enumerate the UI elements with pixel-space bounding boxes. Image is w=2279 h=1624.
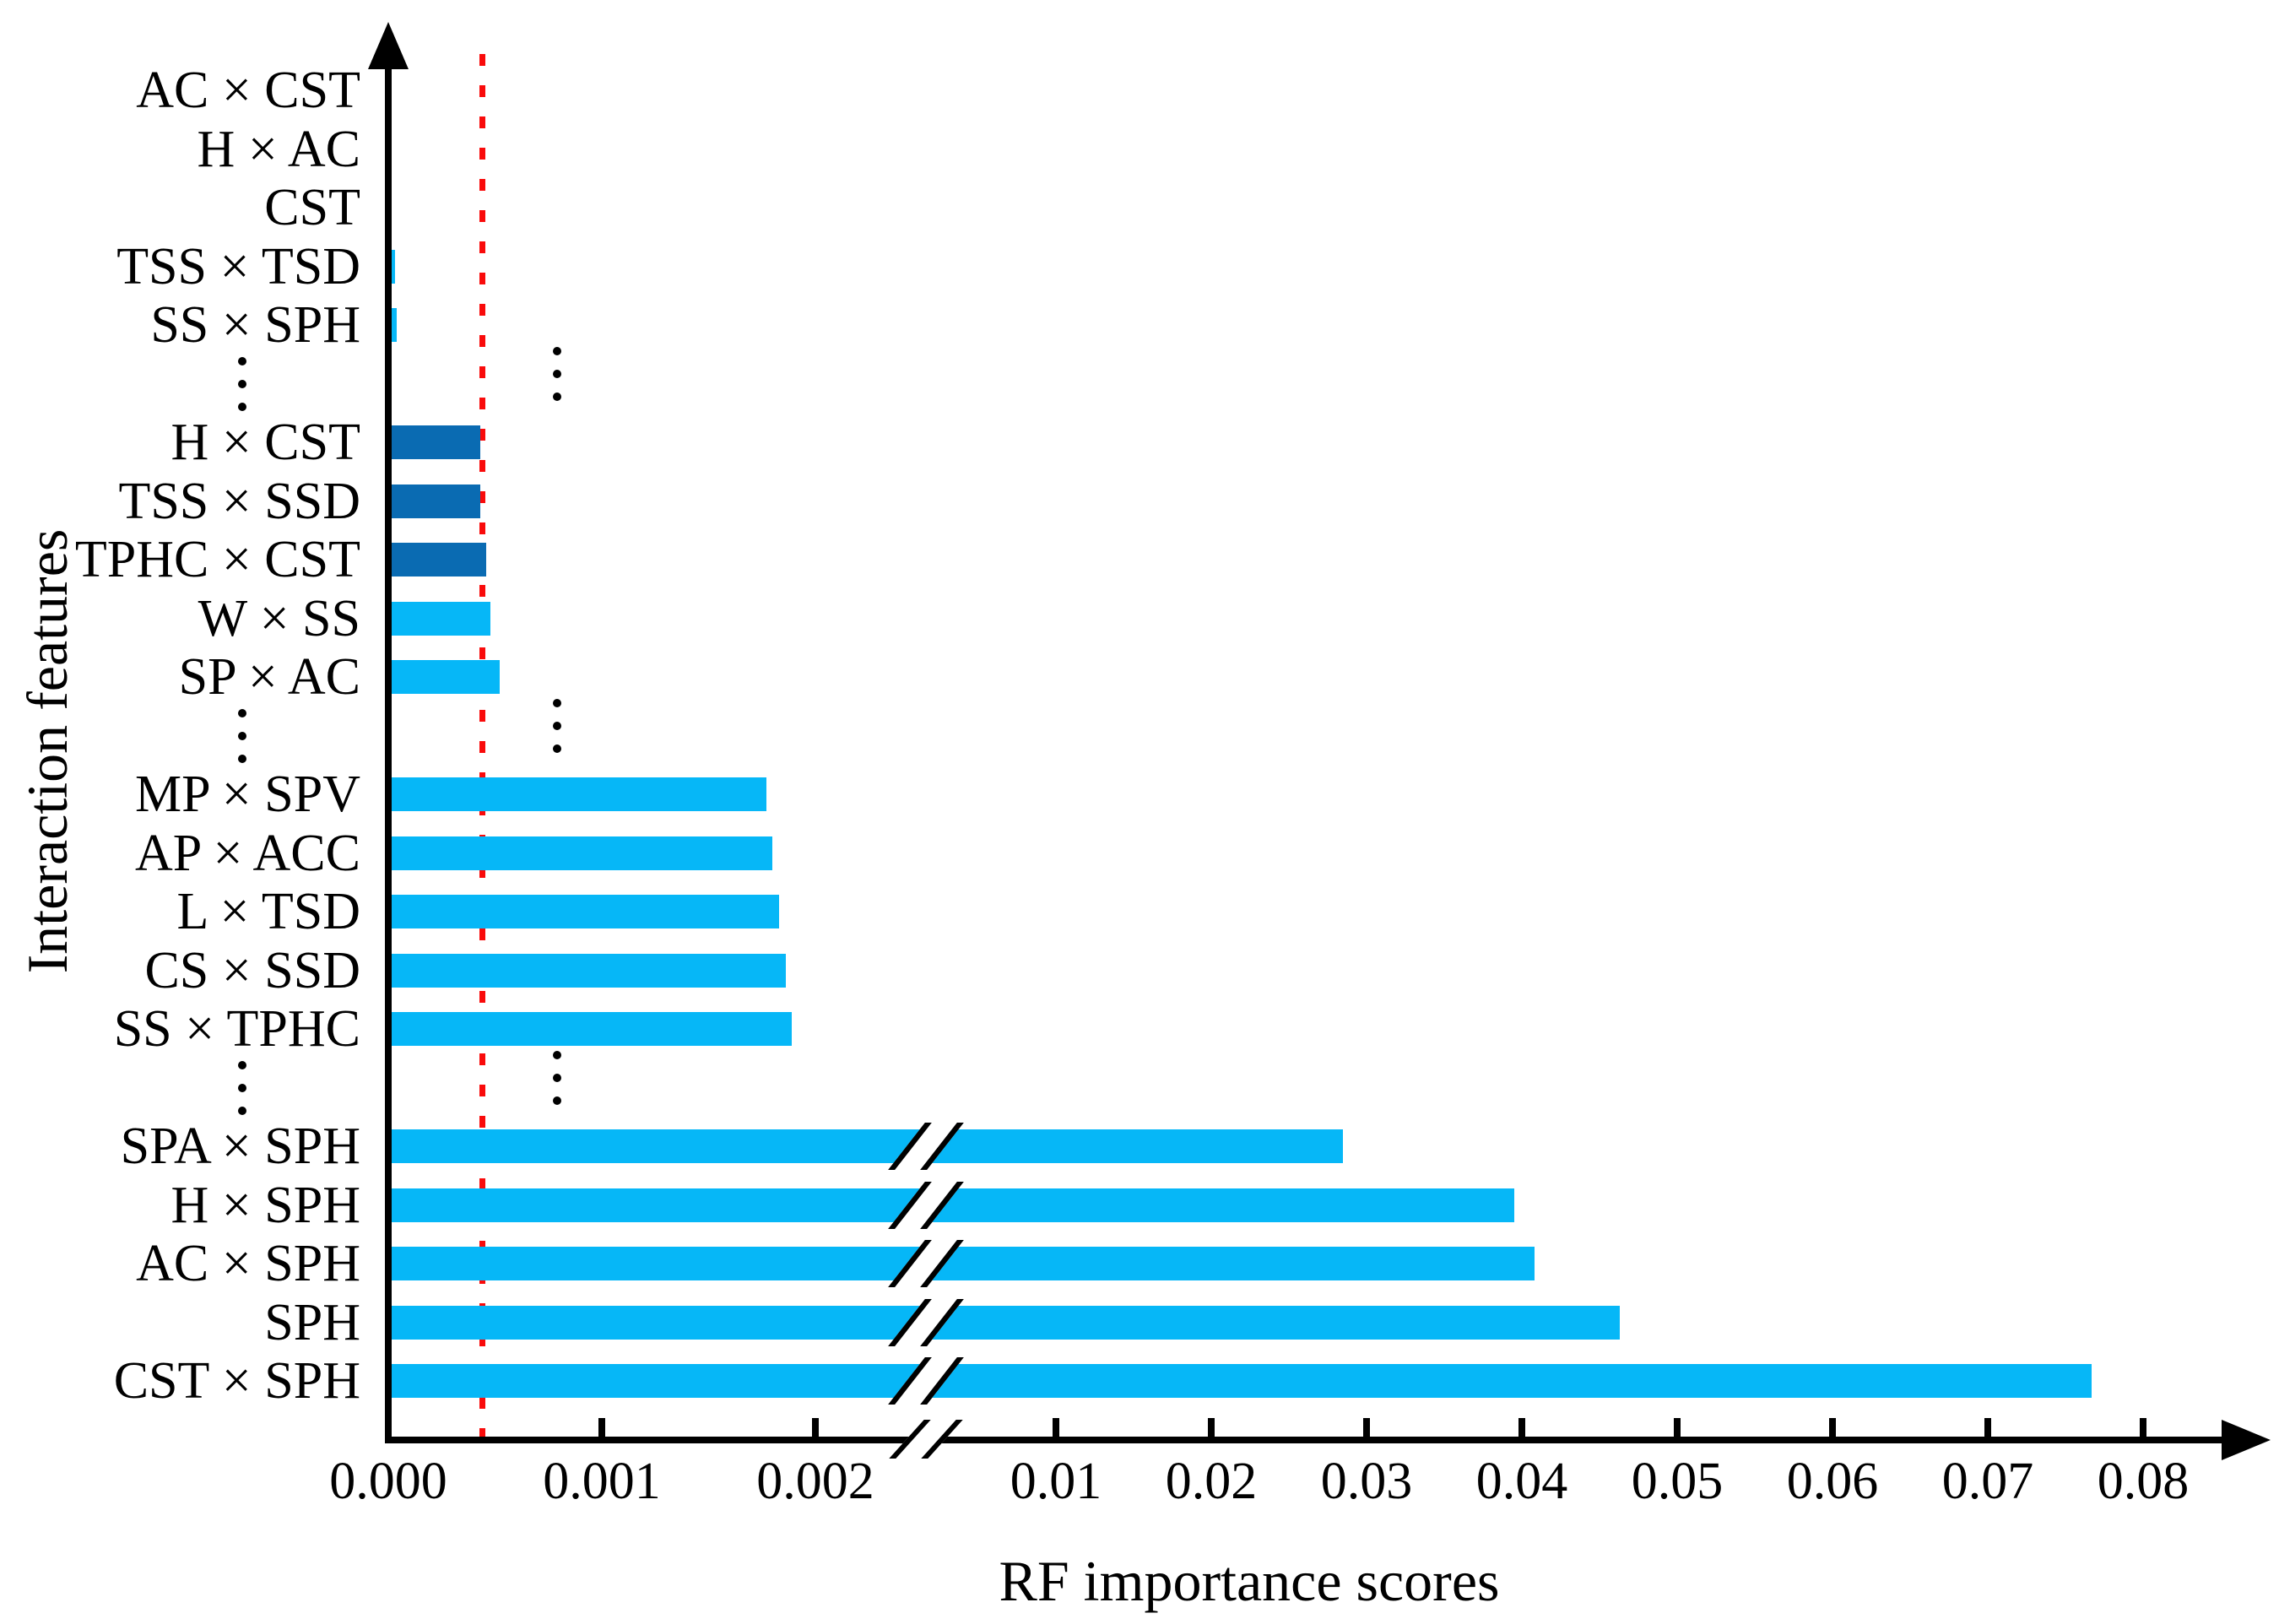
ellipsis-dot <box>553 1050 561 1059</box>
x-tick-label: 0.03 <box>1320 1453 1413 1510</box>
bar <box>392 1305 1620 1340</box>
bar <box>392 308 398 342</box>
bar <box>392 1247 1535 1280</box>
ellipsis-dot <box>238 1060 246 1069</box>
x-tick-mark <box>2140 1418 2146 1437</box>
ellipsis-dot <box>238 754 246 763</box>
ellipsis-dot <box>238 1083 246 1092</box>
y-axis-arrowhead-icon <box>368 22 409 69</box>
x-tick-label: 0.001 <box>543 1453 661 1510</box>
ellipsis-dot <box>238 356 246 365</box>
x-tick-mark <box>1363 1418 1370 1437</box>
x-tick-mark <box>1829 1418 1836 1437</box>
ellipsis-dot <box>238 708 246 717</box>
row-label: L × TSD <box>176 883 360 940</box>
row-label: SPH <box>264 1293 360 1351</box>
threshold-dotted-line <box>479 54 485 1437</box>
x-tick-mark <box>1053 1418 1059 1437</box>
row-label: CST <box>264 179 360 236</box>
ellipsis-dot <box>553 369 561 378</box>
x-tick-label: 0.08 <box>2097 1453 2190 1510</box>
bar <box>392 777 766 811</box>
ellipsis-dot <box>238 1106 246 1115</box>
row-label: H × SPH <box>171 1176 360 1234</box>
ellipsis-dot <box>553 698 561 707</box>
ellipsis-dot <box>553 744 561 753</box>
y-axis-line <box>385 49 392 1440</box>
row-label: CST × SPH <box>113 1352 360 1410</box>
row-label: SPA × SPH <box>120 1118 360 1175</box>
x-tick-mark <box>1674 1418 1681 1437</box>
bar <box>392 660 500 694</box>
x-tick-mark <box>598 1418 605 1437</box>
ellipsis-dot <box>238 379 246 388</box>
row-label: H × CST <box>171 414 360 471</box>
row-label: MP × SPV <box>134 766 360 823</box>
row-label: SP × AC <box>178 648 360 706</box>
bar <box>392 1129 1344 1163</box>
bar <box>392 601 491 636</box>
ellipsis-dot <box>553 1073 561 1082</box>
row-label: SS × SPH <box>150 296 360 354</box>
row-label: AC × CST <box>136 62 360 119</box>
row-label: TSS × SSD <box>118 472 360 530</box>
x-tick-label: 0.07 <box>1941 1453 2034 1510</box>
x-axis-arrowhead-icon <box>2222 1420 2271 1460</box>
ellipsis-dot <box>238 731 246 740</box>
x-tick-label: 0.05 <box>1631 1453 1724 1510</box>
x-tick-label: 0.04 <box>1475 1453 1568 1510</box>
bar <box>392 1012 793 1046</box>
row-label: CS × SSD <box>144 941 360 999</box>
bar <box>392 1364 2092 1398</box>
y-axis-title: Interaction features <box>15 528 79 974</box>
bar <box>392 543 487 577</box>
x-tick-mark <box>812 1418 819 1437</box>
bar <box>392 425 480 459</box>
x-tick-mark <box>1984 1418 1991 1437</box>
row-label: H × AC <box>197 120 360 178</box>
row-label: W × SS <box>198 589 360 647</box>
row-label: AC × SPH <box>136 1235 360 1292</box>
row-label: TPHC × CST <box>74 531 360 588</box>
x-tick-mark <box>1208 1418 1215 1437</box>
x-tick-label: 0.01 <box>1010 1453 1102 1510</box>
x-tick-label: 0.002 <box>756 1453 874 1510</box>
x-axis-line <box>385 1437 2230 1443</box>
bar <box>392 249 395 284</box>
x-tick-mark <box>1518 1418 1525 1437</box>
x-tick-label: 0.000 <box>329 1453 447 1510</box>
bar <box>392 895 779 928</box>
x-tick-label: 0.02 <box>1165 1453 1258 1510</box>
ellipsis-dot <box>553 392 561 401</box>
row-label: AP × ACC <box>135 824 360 882</box>
bar <box>392 484 480 518</box>
ellipsis-dot <box>238 402 246 411</box>
bar <box>392 953 786 988</box>
bar <box>392 836 773 870</box>
ellipsis-dot <box>553 346 561 355</box>
row-label: SS × TPHC <box>113 1000 360 1058</box>
ellipsis-dot <box>553 721 561 730</box>
row-label: TSS × TSD <box>116 237 360 295</box>
x-tick-label: 0.06 <box>1786 1453 1879 1510</box>
ellipsis-dot <box>553 1096 561 1105</box>
x-axis-title: RF importance scores <box>999 1549 1500 1613</box>
